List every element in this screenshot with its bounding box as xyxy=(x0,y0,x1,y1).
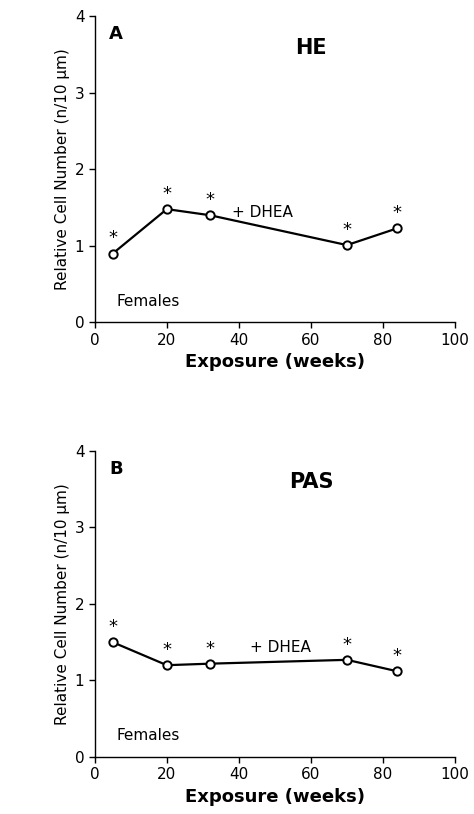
Y-axis label: Relative Cell Number (n/10 μm): Relative Cell Number (n/10 μm) xyxy=(55,49,71,291)
Text: *: * xyxy=(206,640,215,658)
Text: *: * xyxy=(393,204,402,222)
Text: *: * xyxy=(109,618,117,636)
Text: + DHEA: + DHEA xyxy=(232,204,292,220)
Text: B: B xyxy=(109,460,123,478)
Text: Females: Females xyxy=(117,729,180,743)
Text: PAS: PAS xyxy=(289,472,333,492)
X-axis label: Exposure (weeks): Exposure (weeks) xyxy=(185,353,365,371)
Text: *: * xyxy=(163,641,171,659)
Text: *: * xyxy=(163,185,171,203)
Text: *: * xyxy=(343,221,351,239)
Text: + DHEA: + DHEA xyxy=(250,640,310,655)
Text: HE: HE xyxy=(295,37,327,58)
X-axis label: Exposure (weeks): Exposure (weeks) xyxy=(185,788,365,806)
Text: Females: Females xyxy=(117,294,180,309)
Text: *: * xyxy=(109,230,117,247)
Text: *: * xyxy=(393,647,402,665)
Text: A: A xyxy=(109,25,123,43)
Text: *: * xyxy=(343,636,351,654)
Text: *: * xyxy=(206,191,215,209)
Y-axis label: Relative Cell Number (n/10 μm): Relative Cell Number (n/10 μm) xyxy=(55,483,71,724)
